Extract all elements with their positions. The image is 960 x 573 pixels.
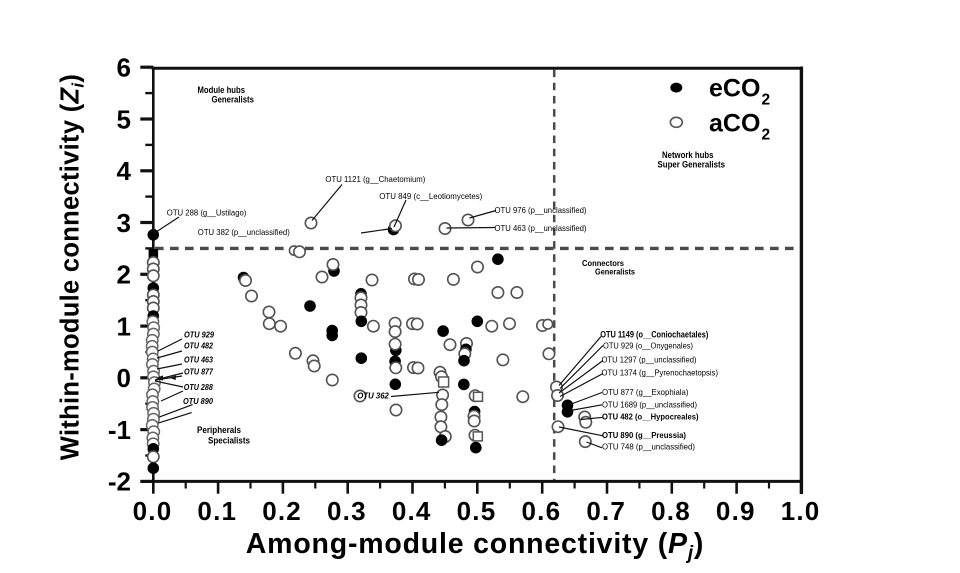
svg-text:2: 2	[762, 92, 771, 109]
svg-text:OTU 482: OTU 482	[184, 341, 213, 351]
svg-text:0.5: 0.5	[457, 496, 497, 526]
svg-text:2: 2	[762, 127, 771, 144]
svg-text:Within-module connectivity (Zi: Within-module connectivity (Zi)	[57, 74, 88, 460]
svg-text:OTU 1121 (g__Chaetomium): OTU 1121 (g__Chaetomium)	[325, 174, 425, 184]
svg-text:0.9: 0.9	[716, 496, 756, 526]
svg-text:0.4: 0.4	[392, 496, 432, 526]
svg-text:OTU 1297 (p__unclassified): OTU 1297 (p__unclassified)	[602, 355, 697, 365]
svg-text:OTU 463 (p__unclassified): OTU 463 (p__unclassified)	[495, 223, 587, 233]
svg-text:OTU 288 (g__Ustilago): OTU 288 (g__Ustilago)	[167, 209, 247, 218]
svg-text:0.6: 0.6	[522, 496, 562, 526]
svg-text:Connectors: Connectors	[582, 258, 624, 268]
svg-text:0.2: 0.2	[262, 496, 302, 526]
svg-text:Network hubs: Network hubs	[662, 150, 714, 161]
svg-text:Module hubs: Module hubs	[198, 85, 246, 95]
svg-text:OTU 849 (c__Leotiomycetes): OTU 849 (c__Leotiomycetes)	[379, 191, 482, 201]
svg-text:0.0: 0.0	[133, 496, 173, 526]
svg-text:eCO: eCO	[709, 75, 760, 103]
svg-text:OTU 1149 (o__Coniochaetales): OTU 1149 (o__Coniochaetales)	[600, 329, 708, 339]
svg-text:Among-module connectivity (Pj): Among-module connectivity (Pj)	[246, 528, 704, 564]
svg-text:OTU 382 (p__unclassified): OTU 382 (p__unclassified)	[198, 227, 290, 237]
svg-text:4: 4	[117, 156, 132, 186]
svg-text:OTU 463: OTU 463	[184, 355, 213, 365]
svg-text:0.1: 0.1	[197, 496, 237, 526]
svg-text:OTU 929: OTU 929	[184, 330, 214, 340]
svg-text:OTU 890 (g__Preussia): OTU 890 (g__Preussia)	[602, 430, 686, 440]
svg-text:OTU 748 (p__unclassified): OTU 748 (p__unclassified)	[602, 442, 695, 452]
svg-text:0.7: 0.7	[586, 496, 626, 526]
svg-text:0.8: 0.8	[651, 496, 691, 526]
svg-text:aCO: aCO	[709, 110, 760, 138]
svg-text:-2: -2	[108, 467, 131, 497]
svg-text:3: 3	[117, 208, 131, 238]
svg-text:Generalists: Generalists	[595, 267, 635, 277]
svg-text:OTU 288: OTU 288	[184, 382, 213, 392]
svg-text:OTU 890: OTU 890	[183, 396, 213, 406]
svg-text:OTU 877 (g__Exophiala): OTU 877 (g__Exophiala)	[602, 387, 689, 397]
svg-text:-1: -1	[108, 415, 131, 445]
svg-text:Generalists: Generalists	[212, 95, 255, 105]
svg-text:OTU 929 (o__Onygenales): OTU 929 (o__Onygenales)	[603, 340, 693, 350]
svg-text:OTU 482 (o__Hypocreales): OTU 482 (o__Hypocreales)	[602, 412, 699, 422]
svg-text:6: 6	[117, 53, 131, 83]
svg-text:2: 2	[117, 260, 131, 290]
svg-text:Super Generalists: Super Generalists	[658, 160, 726, 171]
svg-text:Peripherals: Peripherals	[197, 425, 241, 435]
svg-text:OTU 1689 (p__unclassified): OTU 1689 (p__unclassified)	[602, 399, 697, 409]
svg-text:OTU 362: OTU 362	[357, 390, 389, 400]
svg-text:OTU 976 (p__unclassified): OTU 976 (p__unclassified)	[495, 205, 587, 215]
svg-text:1: 1	[117, 311, 131, 341]
svg-text:OTU 877: OTU 877	[184, 367, 213, 377]
svg-text:0.3: 0.3	[327, 496, 367, 526]
svg-text:0: 0	[117, 363, 131, 393]
svg-text:5: 5	[117, 104, 131, 134]
svg-text:Specialists: Specialists	[208, 436, 250, 446]
svg-text:OTU 1374 (g__Pyrenochaetopsis): OTU 1374 (g__Pyrenochaetopsis)	[602, 367, 719, 377]
svg-text:1.0: 1.0	[781, 496, 821, 526]
